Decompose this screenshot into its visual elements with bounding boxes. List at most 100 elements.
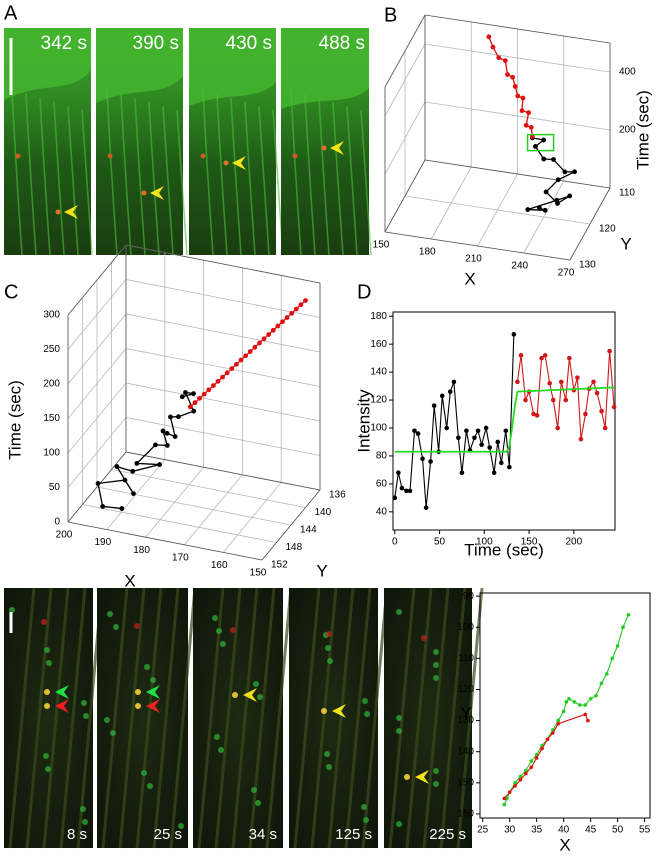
- data-point: [564, 700, 569, 704]
- y-tick-label: 152: [271, 560, 288, 571]
- arrowhead: [146, 685, 160, 699]
- red-spot: [326, 631, 332, 637]
- filament: [310, 587, 338, 849]
- filament: [388, 587, 416, 849]
- spot: [135, 703, 141, 709]
- green-spot: [253, 681, 259, 687]
- panel-letter: D: [357, 281, 371, 303]
- red-spot: [15, 153, 21, 159]
- green-spot: [214, 734, 220, 740]
- y-tick-label: 120: [370, 395, 387, 406]
- data-point: [561, 709, 566, 714]
- spot: [135, 689, 141, 695]
- axis-line: [261, 489, 321, 561]
- data-point: [502, 58, 508, 64]
- filament: [456, 587, 484, 849]
- axis-line: [384, 231, 571, 261]
- x-tick-label: 180: [133, 545, 150, 556]
- x-tick-label: 40: [558, 825, 570, 836]
- axis-line: [384, 14, 426, 88]
- data-point: [215, 378, 221, 384]
- data-point: [519, 108, 525, 114]
- filament: [361, 587, 389, 849]
- arrowhead: [64, 205, 78, 219]
- data-point: [621, 625, 625, 630]
- micrograph: [4, 28, 93, 256]
- data-point: [505, 796, 509, 801]
- data-point: [503, 428, 509, 434]
- data-point: [211, 383, 216, 388]
- y-tick-label: 148: [286, 542, 303, 553]
- data-point: [420, 456, 425, 462]
- y-tick-label: 60: [376, 479, 388, 490]
- data-point: [270, 327, 276, 333]
- data-point: [191, 408, 197, 414]
- grid-line: [111, 469, 306, 508]
- green-spot: [361, 804, 367, 810]
- time-label: 225 s: [429, 826, 466, 843]
- filament: [101, 587, 129, 849]
- data-point: [545, 737, 550, 742]
- axis-line: [67, 521, 263, 561]
- series-line: [394, 334, 515, 508]
- data-point: [423, 505, 429, 510]
- arrowhead: [146, 699, 160, 713]
- green-spot: [363, 817, 369, 823]
- x-tick-label: 30: [504, 825, 516, 836]
- axis-line: [424, 14, 611, 44]
- grid-line: [424, 101, 611, 131]
- data-point: [160, 428, 166, 434]
- data-point: [243, 353, 249, 359]
- x-tick-label: 200: [56, 530, 73, 541]
- data-point: [555, 425, 561, 431]
- filament: [248, 587, 276, 849]
- data-point: [444, 425, 450, 431]
- time-label: 25 s: [154, 826, 182, 843]
- green-spot: [45, 766, 51, 772]
- grid-line: [404, 195, 591, 225]
- filament: [344, 587, 372, 849]
- data-point: [518, 774, 523, 779]
- data-point: [611, 404, 617, 410]
- data-point: [168, 414, 173, 420]
- grid-line: [125, 417, 321, 456]
- data-point: [588, 697, 593, 701]
- data-point: [539, 355, 544, 361]
- cell-edge: [281, 28, 369, 109]
- filament: [230, 97, 242, 256]
- plot-frame: [479, 592, 651, 819]
- red-spot: [223, 160, 229, 166]
- x-tick-label: 100: [476, 537, 493, 548]
- x-tick-label: 50: [612, 825, 624, 836]
- data-point: [515, 379, 520, 385]
- y-tick-label: 160: [370, 339, 387, 350]
- axis-line: [125, 244, 321, 284]
- green-spot: [327, 658, 333, 664]
- data-point: [502, 796, 507, 801]
- x-tick-label: 150: [250, 568, 267, 579]
- y-tick-label: 180: [370, 311, 387, 322]
- x-tick-label: 240: [511, 261, 528, 272]
- y-tick-label: 150: [457, 777, 474, 788]
- arrowhead: [55, 685, 69, 699]
- x-tick-label: 210: [465, 254, 482, 265]
- y-tick-label: 130: [579, 260, 596, 271]
- filament: [59, 587, 87, 849]
- data-point: [499, 460, 504, 466]
- data-point: [512, 84, 518, 89]
- data-point: [303, 298, 308, 303]
- y-axis-label: Y: [460, 703, 471, 722]
- data-point: [252, 344, 258, 350]
- red-spot: [41, 619, 47, 625]
- green-spot: [257, 694, 263, 700]
- data-point: [280, 319, 285, 325]
- x-axis-label: Time (sec): [464, 540, 544, 559]
- data-point: [513, 781, 517, 785]
- data-point: [119, 506, 125, 511]
- filament: [42, 587, 70, 849]
- data-point: [591, 379, 596, 385]
- data-point: [543, 189, 549, 195]
- z-tick-label: 0: [54, 517, 60, 528]
- data-point: [540, 746, 544, 751]
